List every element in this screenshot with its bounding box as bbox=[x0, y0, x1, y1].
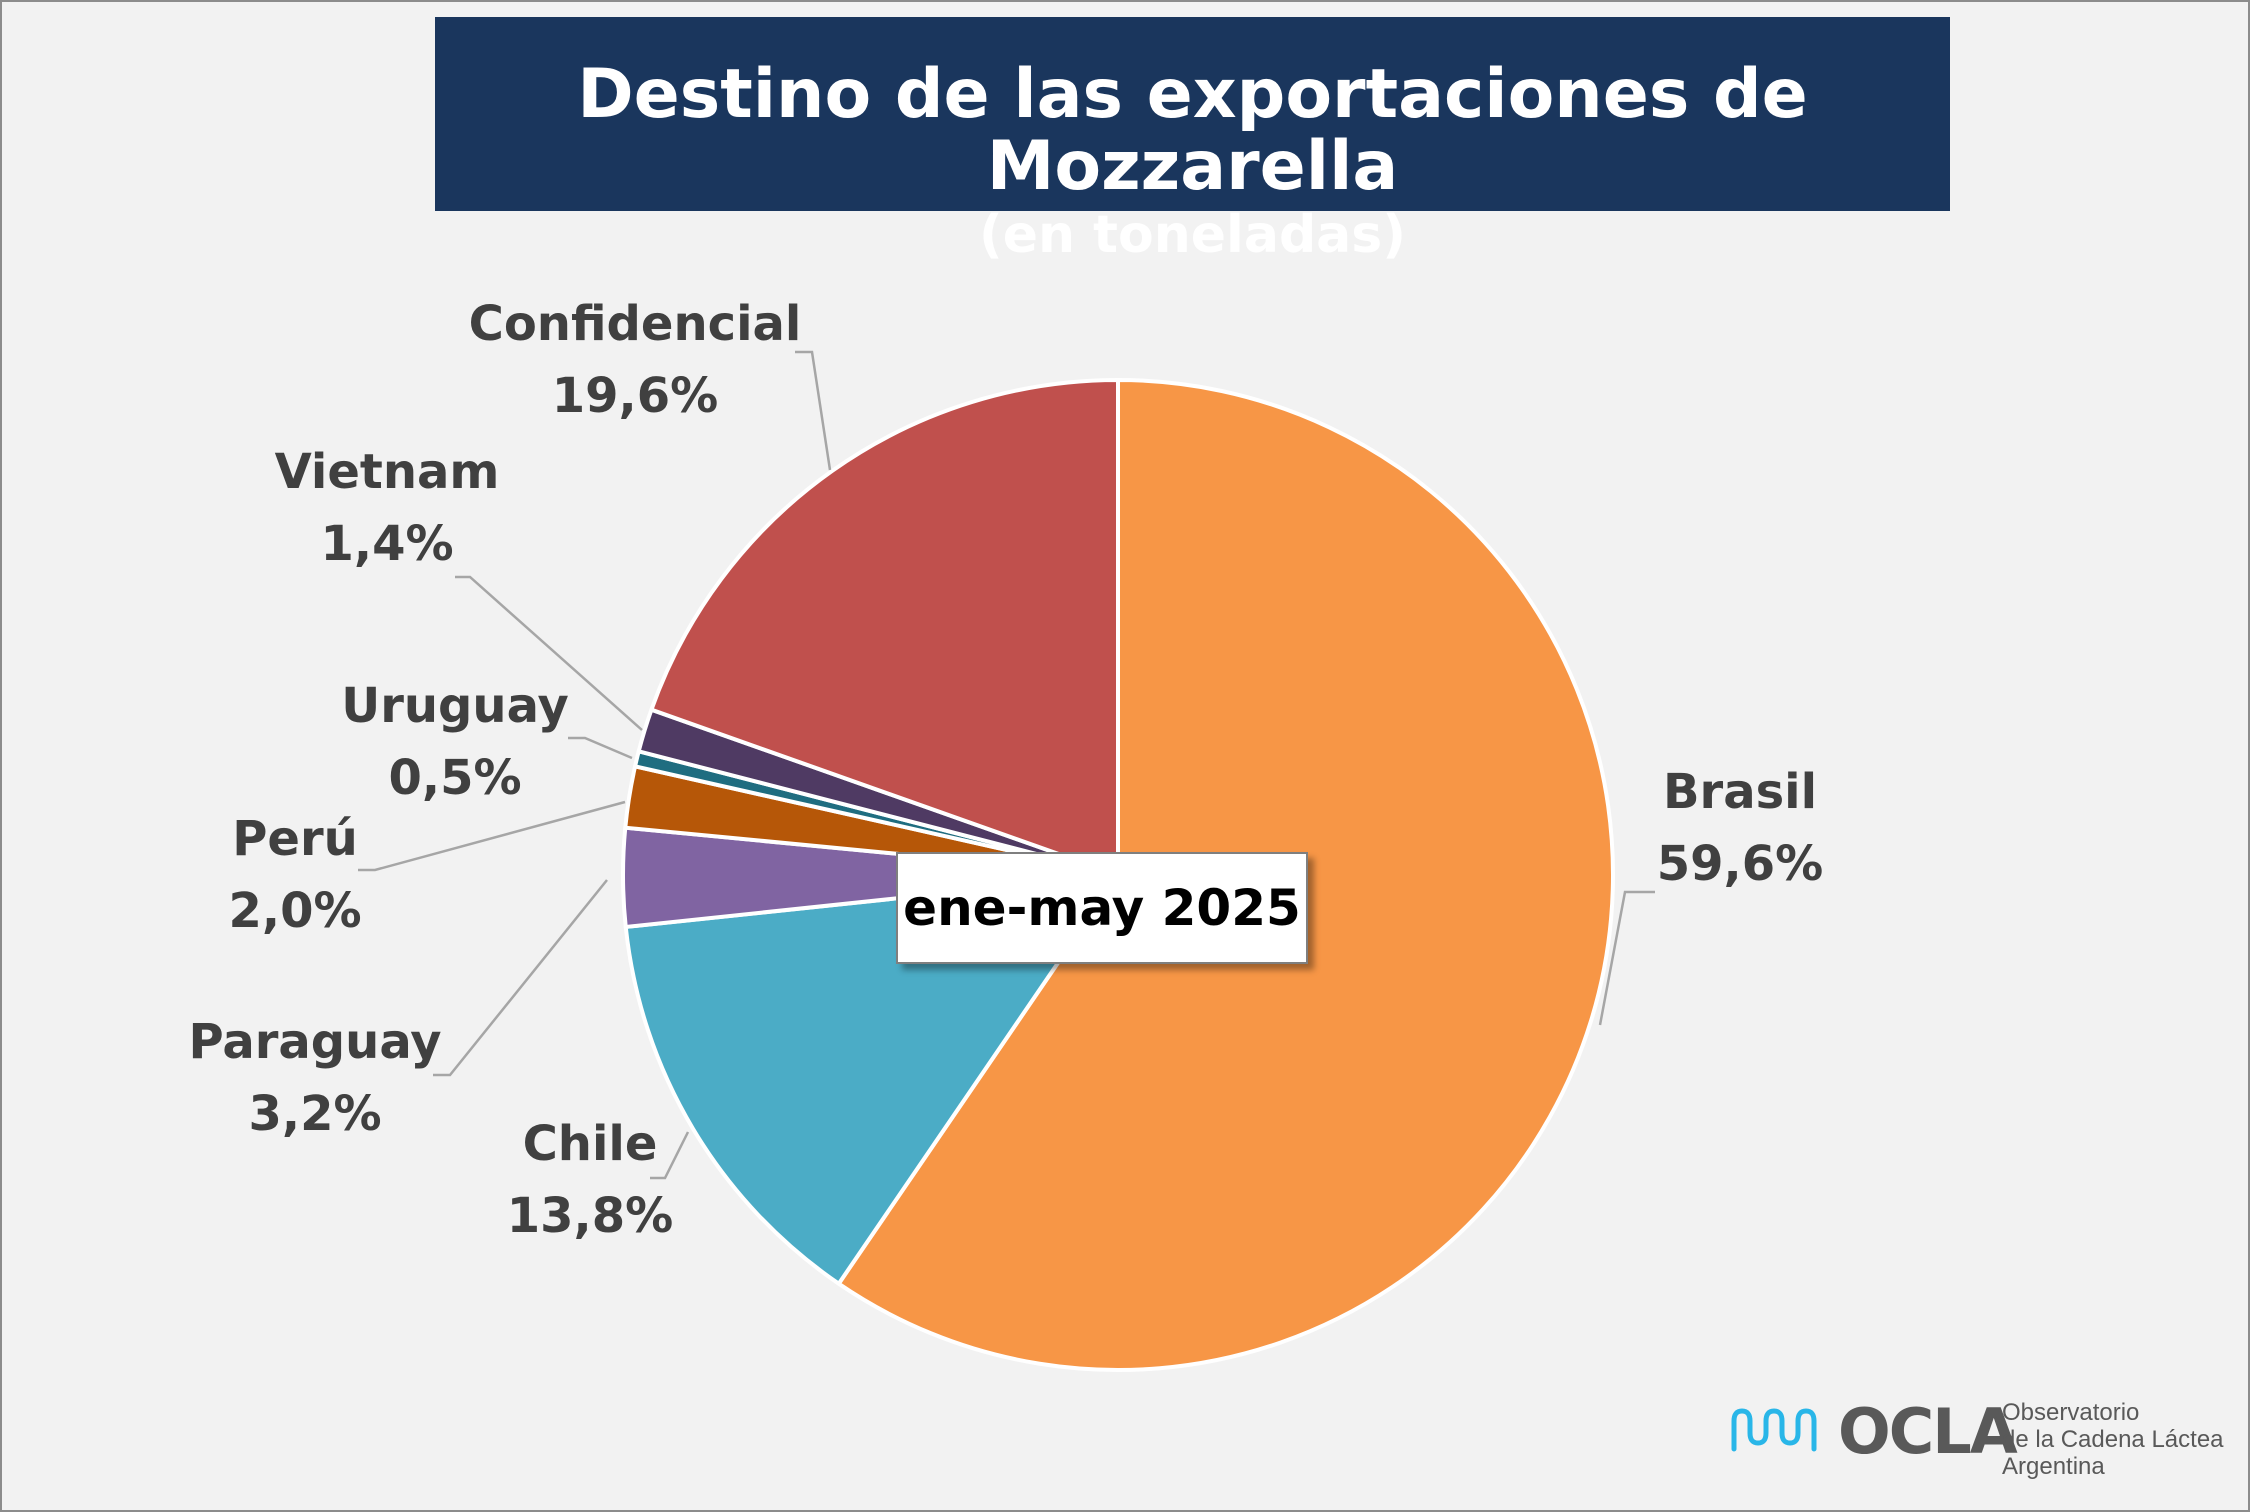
slice-value-confidencial: 19,6% bbox=[552, 368, 719, 424]
chart-subtitle: (en toneladas) bbox=[979, 205, 1406, 265]
leader-line-uruguay bbox=[568, 736, 633, 760]
slice-label-vietnam: Vietnam bbox=[275, 444, 500, 500]
leader-line-confidencial bbox=[795, 350, 832, 471]
leader-line-paraguay bbox=[433, 879, 608, 1077]
slice-label-chile: Chile bbox=[523, 1116, 658, 1172]
slice-label-confidencial: Confidencial bbox=[469, 296, 802, 352]
leader-line-brasil bbox=[1598, 890, 1655, 1026]
slice-value-vietnam: 1,4% bbox=[320, 516, 453, 572]
logo-text: Observatorio de la Cadena Láctea Argenti… bbox=[2002, 1399, 2224, 1480]
slice-label-per: Perú bbox=[232, 811, 358, 867]
pie-slice-chile bbox=[623, 873, 1120, 1286]
slice-label-uruguay: Uruguay bbox=[341, 678, 569, 734]
slice-value-uruguay: 0,5% bbox=[388, 750, 521, 806]
title-banner: Destino de las exportaciones de Mozzarel… bbox=[435, 17, 1950, 265]
milk-wave-icon bbox=[1731, 1408, 1817, 1452]
leader-line-per bbox=[358, 800, 626, 872]
slice-value-paraguay: 3,2% bbox=[248, 1086, 381, 1142]
leader-line-chile bbox=[650, 1131, 690, 1180]
slice-label-paraguay: Paraguay bbox=[188, 1014, 441, 1070]
slice-value-per: 2,0% bbox=[228, 883, 361, 939]
pie-slice-confidencial bbox=[649, 378, 1120, 877]
ocla-logo: OCLA Observatorio de la Cadena Láctea Ar… bbox=[1730, 1395, 2230, 1495]
logo-line1: Observatorio bbox=[2002, 1399, 2140, 1426]
logo-line3: Argentina bbox=[2002, 1453, 2105, 1480]
leader-line-vietnam bbox=[455, 575, 643, 731]
logo-name: OCLA bbox=[1838, 1395, 2018, 1468]
period-label: ene-may 2025 bbox=[896, 852, 1308, 964]
slice-value-chile: 13,8% bbox=[507, 1188, 674, 1244]
chart-title: Destino de las exportaciones de Mozzarel… bbox=[577, 55, 1808, 206]
slice-value-brasil: 59,6% bbox=[1657, 836, 1824, 892]
logo-line2: de la Cadena Láctea bbox=[2002, 1426, 2224, 1453]
slice-label-brasil: Brasil bbox=[1663, 764, 1817, 820]
